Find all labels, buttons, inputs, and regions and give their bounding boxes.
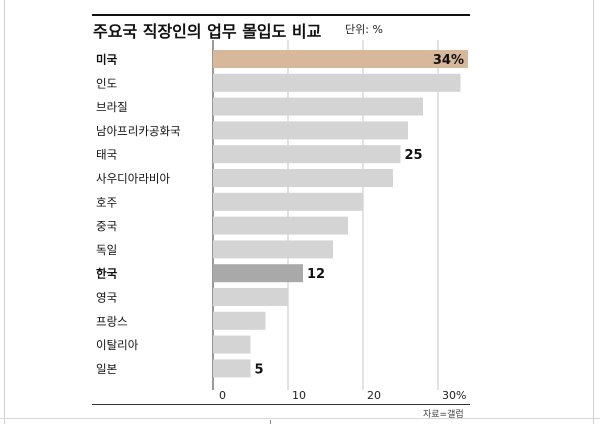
- category-label-11: 프랑스: [96, 314, 128, 328]
- category-label-12: 이탈리아: [96, 338, 139, 352]
- category-label-13: 일본: [96, 362, 117, 376]
- category-label-6: 호주: [96, 195, 117, 209]
- bar-7: [213, 216, 348, 235]
- frame-right-border: [593, 0, 594, 424]
- bar-10: [213, 288, 288, 306]
- bar-1: [213, 73, 461, 92]
- category-label-2: 브라질: [96, 100, 128, 114]
- bar-3: [213, 121, 408, 140]
- category-label-4: 태국: [96, 148, 117, 162]
- category-label-8: 독일: [96, 243, 117, 257]
- category-label-1: 인도: [96, 76, 117, 90]
- bar-9: [213, 264, 303, 283]
- frame-left-border: [4, 0, 5, 424]
- source-label: 자료=갤럽: [423, 410, 464, 420]
- x-tick-label-0: 0: [219, 389, 226, 402]
- chart-title: 주요국 직장인의 업무 몰입도 비교: [93, 22, 322, 41]
- title-top-rule: [92, 14, 470, 16]
- chart-bottom-rule: [92, 404, 470, 405]
- value-label-13: 5: [255, 362, 264, 377]
- x-tick-label-20: 20: [367, 389, 381, 402]
- bar-6: [213, 192, 363, 211]
- bar-11: [213, 311, 266, 330]
- category-label-7: 중국: [96, 219, 117, 233]
- bottom-tick-mark: [270, 420, 271, 424]
- bar-5: [213, 169, 393, 187]
- bar-2: [213, 97, 423, 116]
- bar-0: [213, 50, 468, 68]
- bar-13: [213, 359, 251, 378]
- frame-bottom-border: [0, 418, 600, 419]
- unit-label: 단위: %: [345, 23, 383, 36]
- bar-8: [213, 240, 333, 259]
- bar-12: [213, 335, 251, 354]
- x-tick-label-10: 10: [292, 389, 306, 402]
- value-label-9: 12: [307, 267, 325, 282]
- category-label-3: 남아프리카공화국: [96, 124, 181, 138]
- category-label-5: 사우디아라비아: [96, 172, 170, 186]
- value-label-0: 34%: [433, 53, 464, 68]
- x-tick-label-30: 30%: [442, 389, 466, 402]
- category-label-0: 미국: [96, 53, 118, 67]
- value-label-4: 25: [405, 148, 423, 163]
- category-label-10: 영국: [96, 291, 117, 305]
- bar-4: [213, 145, 401, 164]
- category-label-9: 한국: [96, 267, 118, 281]
